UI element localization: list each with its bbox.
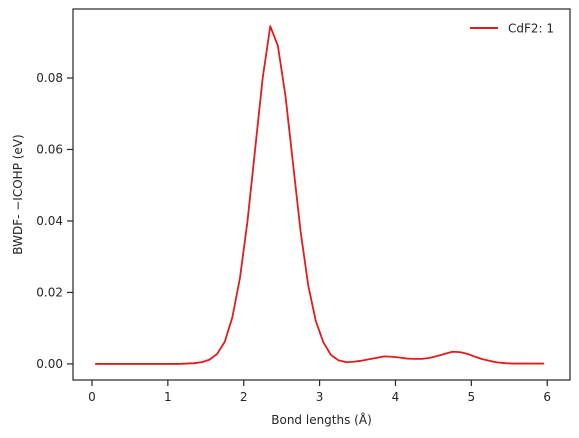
y-tick-label: 0.02: [36, 285, 63, 299]
x-tick-label: 0: [88, 390, 96, 404]
x-tick-label: 1: [164, 390, 172, 404]
y-axis-label: BWDF- −ICOHP (eV): [11, 134, 25, 254]
y-tick-label: 0.08: [36, 71, 63, 85]
x-tick-label: 3: [316, 390, 324, 404]
plot-layer: [94, 25, 545, 365]
x-tick-label: 4: [392, 390, 400, 404]
y-tick-label: 0.06: [36, 142, 63, 156]
x-tick-label: 5: [468, 390, 476, 404]
x-tick-label: 2: [240, 390, 248, 404]
series-line: [94, 25, 545, 365]
legend-label: CdF2: 1: [508, 22, 554, 36]
x-axis-label: Bond lengths (Å): [271, 412, 372, 427]
ticks-layer: 0 1 2 3 4 5 6 0.00 0.02 0.04 0.06 0.08: [36, 71, 551, 404]
axes-frame: [72, 8, 571, 381]
y-tick-label: 0.04: [36, 214, 63, 228]
legend: CdF2: 1: [470, 22, 554, 36]
y-tick-label: 0.00: [36, 357, 63, 371]
x-tick-label: 6: [543, 390, 551, 404]
